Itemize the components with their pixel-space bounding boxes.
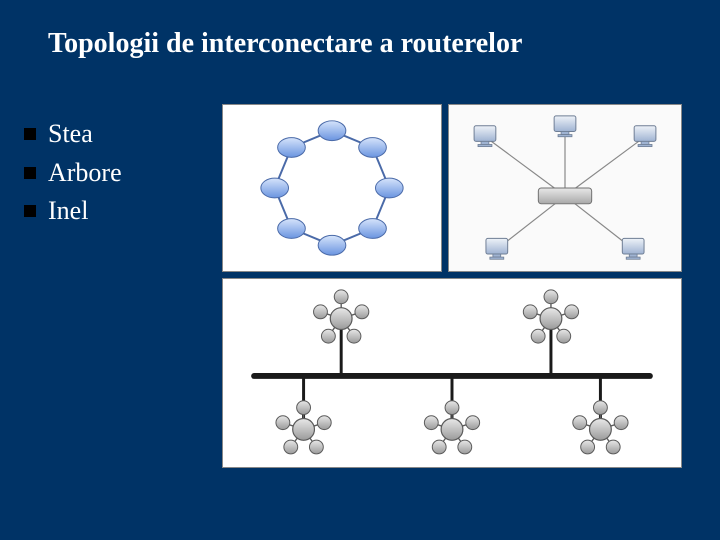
bullet-list: Stea Arbore Inel — [20, 118, 122, 234]
diagram-star — [448, 104, 682, 272]
diagram-tree — [222, 278, 682, 468]
ring-svg — [223, 105, 441, 271]
list-item: Arbore — [20, 157, 122, 190]
list-item: Inel — [20, 195, 122, 228]
tree-svg — [223, 279, 681, 467]
page-title: Topologii de interconectare a routerelor — [48, 28, 522, 60]
list-item: Stea — [20, 118, 122, 151]
diagram-ring — [222, 104, 442, 272]
star-svg — [449, 105, 681, 271]
